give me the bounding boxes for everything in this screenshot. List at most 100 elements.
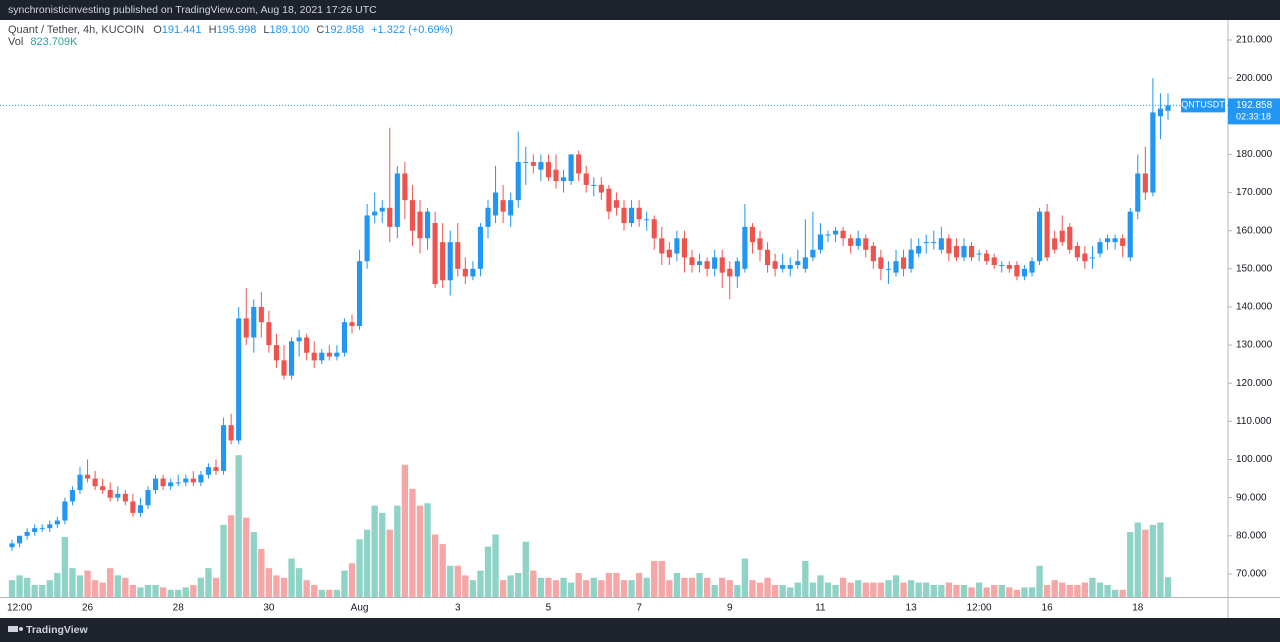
volume-bar (1021, 587, 1028, 597)
volume-bar (892, 575, 900, 597)
candle-body (606, 188, 612, 212)
candle-body (152, 478, 159, 491)
candle-body (16, 535, 23, 544)
volume-bar (779, 584, 786, 597)
volume-bar (371, 505, 378, 597)
candle-layer (9, 78, 1171, 552)
volume-bar (1043, 584, 1051, 597)
volume-bar (439, 544, 446, 597)
volume-bar (719, 577, 726, 597)
candle-body (817, 234, 824, 250)
candle-body (69, 490, 76, 502)
candle-body (900, 257, 907, 269)
candle-body (523, 162, 529, 164)
volume-layer (8, 455, 1172, 597)
x-tick-label: 18 (1132, 603, 1144, 614)
candle-body (878, 257, 884, 269)
volume-bar (1142, 529, 1149, 597)
volume-bar (839, 577, 847, 597)
y-tick-label: 200.000 (1236, 73, 1273, 84)
candle-body (598, 184, 604, 193)
x-tick-label: 13 (906, 603, 918, 614)
volume-bar (620, 580, 628, 597)
volume-bar (1119, 589, 1126, 597)
candle-body (137, 505, 144, 513)
volume-bar (915, 582, 922, 597)
y-tick-label: 110.000 (1236, 416, 1272, 427)
volume-bar (424, 503, 431, 597)
candle-body (440, 242, 446, 281)
candle-body (402, 173, 408, 201)
candle-body (560, 177, 567, 182)
candle-body (1112, 238, 1118, 243)
volume-bar (499, 580, 507, 597)
candle-body (689, 257, 695, 266)
volume-name: Vol (8, 36, 23, 48)
candle-body (802, 257, 808, 269)
candle-body (1052, 238, 1058, 250)
candle-body (953, 245, 960, 258)
volume-legend: Vol 823.709K (8, 36, 78, 48)
volume-bar (129, 584, 137, 597)
x-tick-label: 28 (173, 603, 185, 614)
candle-body (1021, 268, 1028, 277)
x-tick-label: 12:00 (967, 603, 992, 614)
candle-body (1127, 211, 1133, 258)
volume-bar (1036, 565, 1043, 597)
candle-body (326, 352, 332, 357)
volume-bar (235, 455, 242, 597)
candle-body (447, 242, 453, 281)
x-tick-label: 3 (455, 603, 461, 614)
candle-body (32, 528, 38, 532)
candle-body (334, 352, 340, 357)
candle-body (145, 490, 151, 506)
candle-body (772, 261, 778, 269)
volume-bar (1028, 587, 1036, 597)
volume-bar (454, 565, 461, 597)
candle-body (198, 474, 204, 483)
volume-bar (923, 582, 930, 597)
candle-body (273, 345, 280, 361)
candle-body (243, 318, 249, 338)
y-tick-label: 160.000 (1236, 225, 1273, 236)
volume-bar (628, 580, 635, 597)
candle-body (1067, 226, 1073, 250)
volume-bar (311, 584, 318, 597)
candle-body (1044, 211, 1050, 258)
volume-bar (39, 584, 46, 597)
candle-body (228, 425, 234, 441)
y-tick-label: 150.000 (1236, 263, 1273, 274)
brand-logo (8, 626, 23, 632)
volume-bar (401, 464, 409, 597)
candle-body (810, 249, 816, 258)
volume-bar (462, 575, 469, 597)
candle-body (462, 268, 468, 277)
volume-bar (953, 584, 960, 597)
x-tick-label: 7 (636, 603, 642, 614)
volume-bar (288, 558, 295, 597)
candle-body (855, 238, 861, 246)
y-tick-label: 100.000 (1236, 454, 1273, 465)
ohlc-value: 189.100 (270, 24, 310, 36)
y-tick-label: 90.000 (1236, 492, 1267, 503)
volume-bar (522, 541, 529, 597)
volume-value: 823.709K (30, 36, 78, 48)
volume-bar (492, 534, 499, 597)
candle-body (885, 268, 892, 270)
candle-body (236, 318, 242, 441)
candle-body (795, 261, 801, 266)
candle-body (319, 352, 325, 361)
volume-bar (250, 532, 257, 597)
y-tick-label: 170.000 (1236, 187, 1273, 198)
volume-bar (431, 534, 439, 597)
volume-bar (1134, 522, 1141, 597)
volume-bar (1164, 577, 1172, 597)
x-tick-label: 26 (82, 603, 94, 614)
candle-body (341, 322, 348, 353)
volume-bar (197, 577, 205, 597)
volume-bar (507, 575, 514, 597)
price-tag (1228, 98, 1280, 125)
volume-bar (938, 584, 945, 597)
y-tick-label: 80.000 (1236, 530, 1267, 541)
candle-body (47, 524, 53, 529)
